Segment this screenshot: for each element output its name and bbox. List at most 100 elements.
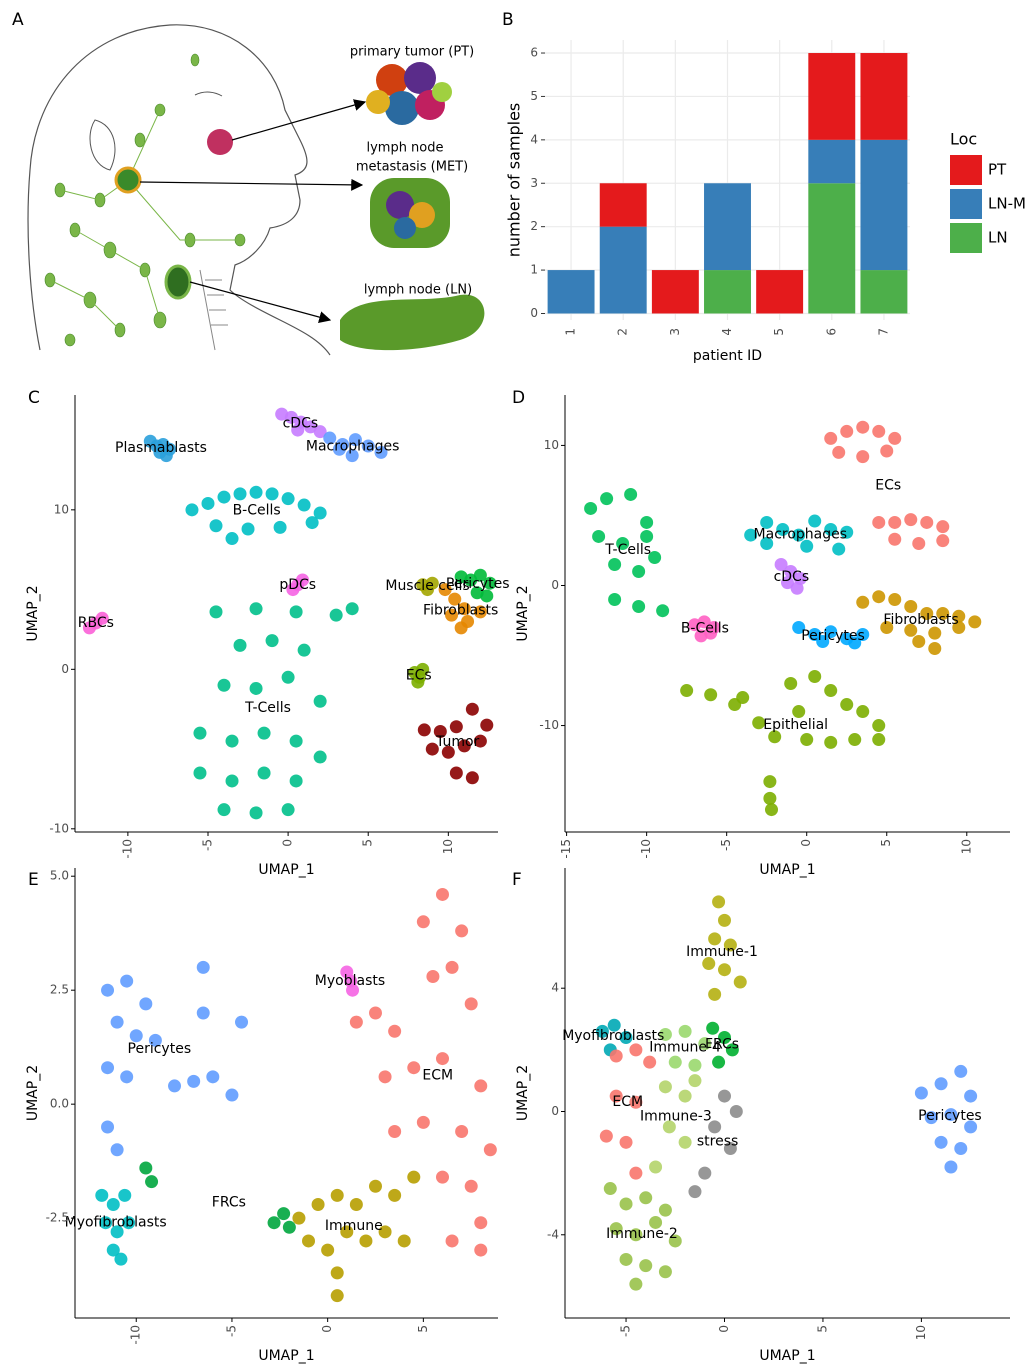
x-tick-label: 10	[914, 1325, 928, 1340]
point	[359, 1234, 372, 1247]
point	[734, 976, 747, 989]
point	[679, 1136, 692, 1149]
point	[250, 682, 263, 695]
point	[114, 1253, 127, 1266]
legend-label: LN	[988, 229, 1008, 247]
point	[101, 1120, 114, 1133]
x-tick-label: 5	[772, 328, 786, 336]
point	[292, 1212, 305, 1225]
point	[608, 593, 621, 606]
point	[763, 775, 776, 788]
cluster-label: Immune	[325, 1218, 383, 1234]
x-tick-label: 3	[668, 328, 682, 336]
point	[282, 671, 295, 684]
annotation: lymph node (LN)	[364, 283, 472, 298]
point	[282, 803, 295, 816]
point	[350, 1198, 363, 1211]
point	[629, 1167, 642, 1180]
point	[904, 513, 917, 526]
bar-segment	[600, 227, 647, 314]
point	[210, 605, 223, 618]
point	[935, 1077, 948, 1090]
y-axis-label: UMAP_2	[515, 1065, 531, 1121]
cluster-label: cDCs	[774, 569, 810, 585]
point	[282, 492, 295, 505]
x-tick-label: 10	[959, 839, 973, 854]
point	[480, 719, 493, 732]
cluster-label: RBCs	[78, 615, 114, 631]
y-tick-label: 6	[530, 46, 538, 60]
point	[101, 984, 114, 997]
y-tick-label: 5.0	[50, 869, 69, 883]
point	[379, 1070, 392, 1083]
point	[698, 1167, 711, 1180]
panel-label: F	[512, 870, 522, 890]
point	[111, 1016, 124, 1029]
point	[872, 733, 885, 746]
point	[600, 1130, 613, 1143]
point	[474, 1244, 487, 1257]
x-tick-label: 1	[564, 328, 578, 336]
point	[465, 1180, 478, 1193]
point	[290, 735, 303, 748]
cluster-label: Immune-1	[686, 944, 758, 960]
point	[218, 803, 231, 816]
point	[656, 604, 669, 617]
point	[407, 1061, 420, 1074]
point	[197, 961, 210, 974]
legend-swatch	[950, 155, 982, 185]
bar-segment	[704, 183, 751, 270]
point	[840, 425, 853, 438]
point	[872, 425, 885, 438]
y-tick-label: 5	[530, 89, 538, 103]
point	[185, 503, 198, 516]
point	[234, 487, 247, 500]
bar-segment	[860, 53, 907, 140]
eye	[195, 92, 222, 96]
x-tick-label: 7	[876, 328, 890, 336]
cluster-label: Immune-2	[606, 1226, 678, 1242]
point	[954, 1142, 967, 1155]
point	[964, 1090, 977, 1103]
annotation: primary tumor (PT)	[350, 45, 474, 60]
point	[872, 719, 885, 732]
point	[450, 766, 463, 779]
cluster-label: Plasmablasts	[115, 440, 207, 456]
x-tick-label: 5	[879, 839, 893, 847]
point	[888, 533, 901, 546]
point	[888, 516, 901, 529]
point	[350, 1016, 363, 1029]
point	[210, 519, 223, 532]
point	[274, 521, 287, 534]
point	[763, 792, 776, 805]
point	[234, 639, 247, 652]
point	[832, 543, 845, 556]
arrow	[190, 282, 330, 320]
point	[824, 432, 837, 445]
point	[688, 1185, 701, 1198]
point	[640, 530, 653, 543]
panel-label: D	[512, 388, 525, 408]
point	[118, 1189, 131, 1202]
point	[888, 432, 901, 445]
x-tick-label: -5	[719, 839, 733, 851]
point	[120, 975, 133, 988]
point	[266, 634, 279, 647]
point	[640, 516, 653, 529]
y-tick-label: 1	[530, 263, 538, 277]
y-tick-label: 10	[544, 438, 559, 452]
cluster-label: Macrophages	[754, 526, 848, 542]
point	[218, 491, 231, 504]
panel-label: E	[28, 870, 39, 890]
point	[197, 1006, 210, 1019]
point	[912, 537, 925, 550]
legend-label: PT	[988, 161, 1007, 179]
ln-site	[166, 266, 190, 298]
cluster-label: Tumor	[435, 734, 480, 750]
point	[659, 1204, 672, 1217]
point	[206, 1070, 219, 1083]
ln-node	[340, 295, 484, 351]
point	[639, 1259, 652, 1272]
point	[321, 1244, 334, 1257]
arrow	[232, 102, 365, 140]
